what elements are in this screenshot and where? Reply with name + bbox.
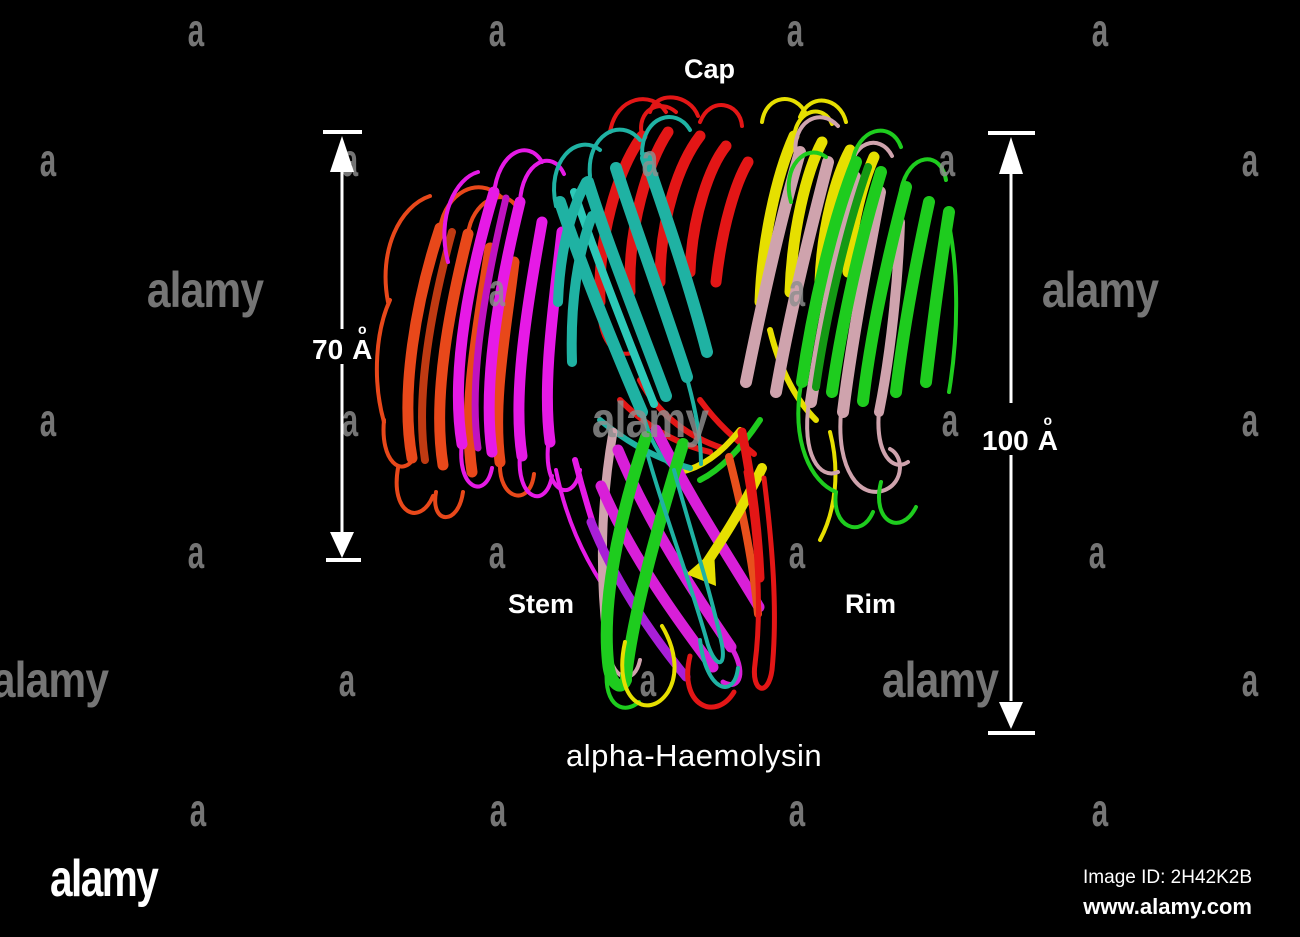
cap-label: Cap: [684, 54, 736, 84]
right-measure-unit: A: [1037, 425, 1058, 456]
right-measure-arrow: [988, 131, 1035, 735]
website-text: www.alamy.com: [1083, 893, 1252, 919]
chain-teal: [552, 115, 713, 472]
right-measure-label: 100 o A: [982, 413, 1058, 456]
angstrom-ring: o: [357, 321, 367, 337]
angstrom-ring: o: [1043, 412, 1053, 428]
image-id-text: Image ID: 2H42K2B: [1083, 867, 1252, 888]
footer-bar: alamy Image ID: 2H42K2B www.alamy.com: [0, 850, 1300, 937]
left-measure-arrow: [323, 130, 362, 562]
chain-orange: [374, 185, 536, 520]
right-measure-value: 100: [982, 425, 1029, 456]
molecule-title: alpha-Haemolysin: [566, 738, 823, 773]
alamy-logo: alamy: [50, 850, 159, 908]
rim-label: Rim: [845, 589, 897, 619]
left-measure-unit: A: [352, 334, 373, 365]
left-measure-value: 70: [312, 334, 344, 365]
stem-label: Stem: [508, 589, 575, 619]
left-measure-label: 70 o A: [312, 322, 373, 365]
stem-barrel: [586, 424, 777, 710]
